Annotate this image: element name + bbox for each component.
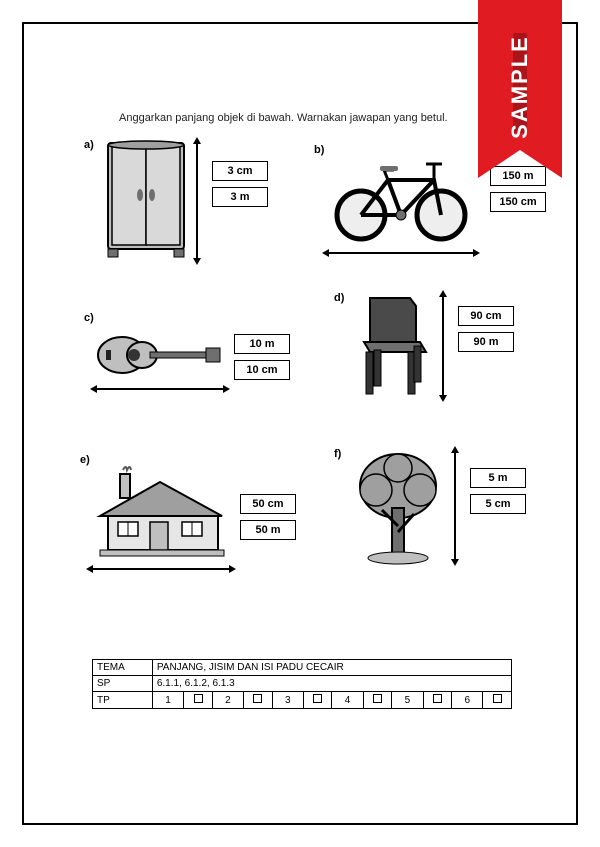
sp-value: 6.1.1, 6.1.2, 6.1.3 bbox=[152, 676, 511, 692]
question-d: d) 90 cm 90 m bbox=[334, 292, 554, 422]
tp-box-6[interactable] bbox=[483, 692, 512, 709]
option-c-1[interactable]: 10 m bbox=[234, 334, 290, 354]
tp-5: 5 bbox=[392, 692, 423, 709]
ribbon-text: SAMPLE bbox=[507, 35, 533, 139]
tp-box-4[interactable] bbox=[363, 692, 391, 709]
guitar-icon bbox=[94, 330, 224, 380]
wardrobe-icon bbox=[102, 139, 190, 259]
measure-arrow-c bbox=[96, 388, 224, 390]
tp-box-1[interactable] bbox=[184, 692, 212, 709]
tema-label: TEMA bbox=[93, 660, 153, 676]
label-c: c) bbox=[84, 312, 94, 324]
measure-arrow-d bbox=[442, 296, 444, 396]
option-a-1[interactable]: 3 cm bbox=[212, 161, 268, 181]
table-row: TP 1 2 3 4 5 6 bbox=[93, 692, 512, 709]
tp-box-2[interactable] bbox=[244, 692, 272, 709]
tree-icon bbox=[348, 448, 448, 568]
tp-3: 3 bbox=[272, 692, 303, 709]
tp-6: 6 bbox=[451, 692, 482, 709]
option-b-2[interactable]: 150 cm bbox=[490, 192, 546, 212]
option-f-2[interactable]: 5 cm bbox=[470, 494, 526, 514]
label-d: d) bbox=[334, 292, 344, 304]
option-c-2[interactable]: 10 cm bbox=[234, 360, 290, 380]
footer-table: TEMA PANJANG, JISIM DAN ISI PADU CECAIR … bbox=[92, 659, 512, 709]
question-f: f) 5 m 5 cm bbox=[334, 448, 554, 588]
tp-box-3[interactable] bbox=[303, 692, 331, 709]
options-c: 10 m 10 cm bbox=[234, 334, 290, 386]
label-f: f) bbox=[334, 448, 341, 460]
label-b: b) bbox=[314, 144, 324, 156]
sample-ribbon: SAMPLE bbox=[478, 0, 562, 150]
label-a: a) bbox=[84, 139, 94, 151]
question-e: e) 50 cm 50 m bbox=[80, 454, 310, 594]
tp-1: 1 bbox=[152, 692, 183, 709]
options-f: 5 m 5 cm bbox=[470, 468, 526, 520]
option-f-1[interactable]: 5 m bbox=[470, 468, 526, 488]
measure-arrow-e bbox=[92, 568, 230, 570]
tp-box-5[interactable] bbox=[423, 692, 451, 709]
tema-value: PANJANG, JISIM DAN ISI PADU CECAIR bbox=[152, 660, 511, 676]
option-e-1[interactable]: 50 cm bbox=[240, 494, 296, 514]
option-d-2[interactable]: 90 m bbox=[458, 332, 514, 352]
tp-4: 4 bbox=[332, 692, 363, 709]
question-a: a) 3 cm 3 m bbox=[84, 139, 284, 279]
question-c: c) 10 m 10 cm bbox=[84, 312, 294, 422]
table-row: SP 6.1.1, 6.1.2, 6.1.3 bbox=[93, 676, 512, 692]
tp-2: 2 bbox=[212, 692, 243, 709]
sp-label: SP bbox=[93, 676, 153, 692]
house-icon bbox=[90, 460, 230, 560]
instruction-text: Anggarkan panjang objek di bawah. Warnak… bbox=[119, 112, 448, 124]
table-row: TEMA PANJANG, JISIM DAN ISI PADU CECAIR bbox=[93, 660, 512, 676]
options-d: 90 cm 90 m bbox=[458, 306, 514, 358]
tp-label: TP bbox=[93, 692, 153, 709]
option-d-1[interactable]: 90 cm bbox=[458, 306, 514, 326]
measure-arrow-a bbox=[196, 143, 198, 259]
chair-icon bbox=[350, 292, 436, 402]
bicycle-icon bbox=[326, 150, 476, 245]
options-e: 50 cm 50 m bbox=[240, 494, 296, 546]
measure-arrow-f bbox=[454, 452, 456, 560]
measure-arrow-b bbox=[328, 252, 474, 254]
options-a: 3 cm 3 m bbox=[212, 161, 268, 213]
option-e-2[interactable]: 50 m bbox=[240, 520, 296, 540]
label-e: e) bbox=[80, 454, 90, 466]
option-a-2[interactable]: 3 m bbox=[212, 187, 268, 207]
